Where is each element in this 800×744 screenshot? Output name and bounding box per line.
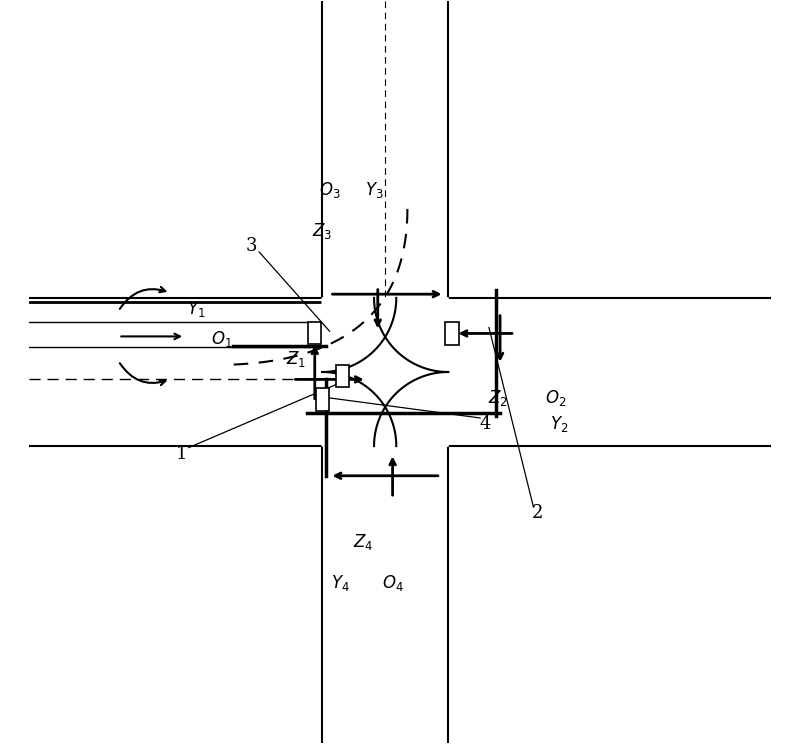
Text: $Z_{1}$: $Z_{1}$: [286, 350, 306, 370]
Text: $O_{2}$: $O_{2}$: [545, 388, 566, 408]
FancyBboxPatch shape: [308, 321, 322, 344]
FancyBboxPatch shape: [335, 365, 349, 387]
Text: $O_{4}$: $O_{4}$: [382, 573, 403, 593]
Text: $Z_{3}$: $Z_{3}$: [312, 221, 332, 241]
Text: 3: 3: [246, 237, 258, 255]
Text: $Y_{1}$: $Y_{1}$: [187, 299, 206, 319]
Text: $Y_{3}$: $Y_{3}$: [365, 180, 383, 200]
Text: $O_{1}$: $O_{1}$: [211, 329, 233, 349]
FancyBboxPatch shape: [446, 322, 458, 344]
Text: $Y_{2}$: $Y_{2}$: [550, 414, 569, 434]
Text: $Y_{4}$: $Y_{4}$: [331, 573, 350, 593]
FancyBboxPatch shape: [315, 388, 329, 411]
Text: $Z_{4}$: $Z_{4}$: [353, 533, 373, 553]
Polygon shape: [374, 372, 448, 446]
Polygon shape: [322, 372, 396, 446]
Text: 1: 1: [175, 444, 187, 463]
Polygon shape: [374, 298, 448, 372]
Text: $O_{3}$: $O_{3}$: [318, 180, 340, 200]
Text: $Z_{2}$: $Z_{2}$: [488, 388, 508, 408]
Text: 4: 4: [479, 415, 491, 433]
Text: 2: 2: [531, 504, 543, 522]
Polygon shape: [322, 298, 396, 372]
